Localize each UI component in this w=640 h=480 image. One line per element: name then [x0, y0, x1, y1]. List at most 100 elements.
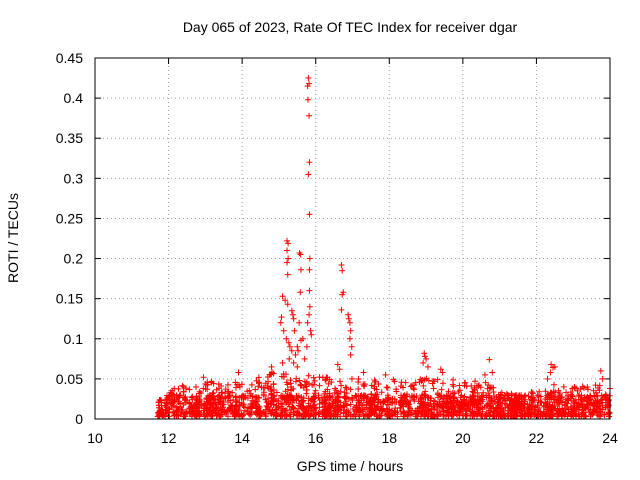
- data-point: [186, 406, 193, 413]
- data-point: [278, 314, 285, 321]
- data-point: [359, 393, 366, 400]
- data-point: [499, 400, 506, 407]
- data-point: [279, 401, 286, 408]
- data-point: [430, 385, 437, 392]
- data-point: [407, 405, 414, 412]
- data-point: [378, 389, 385, 396]
- data-point: [334, 411, 341, 418]
- data-point: [321, 390, 328, 397]
- data-point: [311, 390, 318, 397]
- data-point: [213, 386, 220, 393]
- data-point: [476, 405, 483, 412]
- data-point: [383, 405, 390, 412]
- data-point: [436, 392, 443, 399]
- data-point: [286, 355, 293, 362]
- data-point: [297, 251, 304, 258]
- data-point: [306, 287, 313, 294]
- data-point: [407, 397, 414, 404]
- data-point: [444, 409, 451, 416]
- data-point: [553, 407, 560, 414]
- data-point: [560, 383, 567, 390]
- data-point: [191, 408, 198, 415]
- data-point: [356, 397, 363, 404]
- data-point: [461, 393, 468, 400]
- data-point: [565, 410, 572, 417]
- data-point: [417, 376, 424, 383]
- data-point: [189, 405, 196, 412]
- data-point: [226, 392, 233, 399]
- data-point: [278, 373, 285, 380]
- data-point: [570, 413, 577, 420]
- data-point: [165, 393, 172, 400]
- data-point: [597, 397, 604, 404]
- data-point: [434, 376, 441, 383]
- data-point: [197, 401, 204, 408]
- data-point: [375, 396, 382, 403]
- data-point: [316, 374, 323, 381]
- data-point: [436, 409, 443, 416]
- data-point: [277, 319, 284, 326]
- data-point: [393, 409, 400, 416]
- data-point: [242, 394, 249, 401]
- data-point: [473, 401, 480, 408]
- data-point: [302, 411, 309, 418]
- y-axis-label: ROTI / TECUs: [5, 193, 21, 283]
- data-point: [279, 293, 286, 300]
- data-point: [517, 405, 524, 412]
- data-point: [363, 411, 370, 418]
- data-point: [170, 400, 177, 407]
- data-point: [282, 297, 289, 304]
- data-point: [222, 386, 229, 393]
- data-point: [166, 413, 173, 420]
- data-point: [419, 409, 426, 416]
- data-point: [186, 400, 193, 407]
- data-point: [296, 377, 303, 384]
- data-point: [167, 389, 174, 396]
- data-point: [469, 388, 476, 395]
- axis-ticks: [94, 57, 611, 420]
- data-point: [255, 383, 262, 390]
- data-point: [231, 412, 238, 419]
- data-point: [173, 406, 180, 413]
- data-point: [339, 267, 346, 274]
- data-point: [230, 397, 237, 404]
- data-point: [306, 112, 313, 119]
- data-point: [485, 400, 492, 407]
- data-point: [236, 413, 243, 420]
- data-point: [474, 389, 481, 396]
- data-point: [422, 388, 429, 395]
- data-point: [341, 389, 348, 396]
- data-point: [462, 379, 469, 386]
- y-tick-label: 0.1: [64, 331, 84, 347]
- data-point: [360, 392, 367, 399]
- x-tick-label: 14: [234, 430, 250, 446]
- data-point: [301, 355, 308, 362]
- data-point: [389, 399, 396, 406]
- data-point: [536, 388, 543, 395]
- data-point: [249, 402, 256, 409]
- data-point: [225, 388, 232, 395]
- data-point: [368, 407, 375, 414]
- data-point: [477, 406, 484, 413]
- data-point: [494, 406, 501, 413]
- data-point: [183, 409, 190, 416]
- data-point: [383, 384, 390, 391]
- x-tick-label: 16: [308, 430, 324, 446]
- data-point: [346, 319, 353, 326]
- data-point: [310, 412, 317, 419]
- data-point: [225, 381, 232, 388]
- data-point: [181, 410, 188, 417]
- data-point: [338, 382, 345, 389]
- data-point: [574, 387, 581, 394]
- y-tick-label: 0.2: [64, 251, 84, 267]
- data-point: [347, 401, 354, 408]
- data-point: [321, 403, 328, 410]
- data-point: [597, 413, 604, 420]
- data-point: [445, 402, 452, 409]
- data-point: [568, 408, 575, 415]
- data-point: [398, 410, 405, 417]
- data-point: [270, 397, 277, 404]
- data-point: [173, 392, 180, 399]
- data-point: [254, 398, 261, 405]
- data-point: [463, 412, 470, 419]
